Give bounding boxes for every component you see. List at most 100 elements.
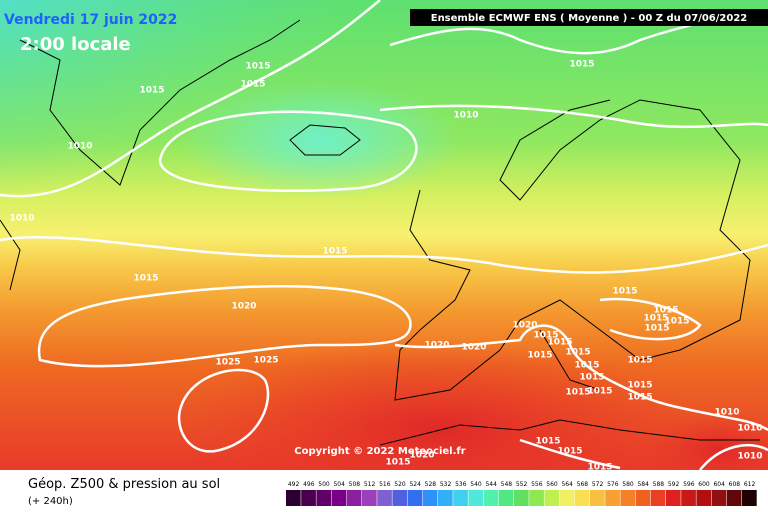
isobar-label: 1025 xyxy=(215,358,240,368)
isobar-label: 1015 xyxy=(385,458,410,468)
scale-label: 520 xyxy=(394,481,406,488)
isobar-label: 1020 xyxy=(461,343,486,353)
scale-label: 600 xyxy=(698,481,710,488)
scale-swatch xyxy=(666,490,681,506)
isobar-label: 1015 xyxy=(322,247,347,257)
scale-label: 568 xyxy=(577,481,589,488)
isobar-label: 1015 xyxy=(627,381,652,391)
model-banner xyxy=(410,9,768,26)
isobar-label: 1020 xyxy=(409,451,434,461)
scale-label: 544 xyxy=(485,481,497,488)
isobar-label: 1015 xyxy=(627,356,652,366)
scale-label: 500 xyxy=(318,481,330,488)
isobar-label: 1015 xyxy=(139,86,164,96)
isobar-label: 1010 xyxy=(714,408,739,418)
isobar-labels: 1015101510151010101010151010101510151020… xyxy=(9,60,762,473)
scale-swatch xyxy=(377,490,392,506)
scale-label: 596 xyxy=(683,481,695,488)
footer-title: Géop. Z500 & pression au sol xyxy=(28,477,220,492)
isobar-label: 1015 xyxy=(627,393,652,403)
isobar-label: 1015 xyxy=(574,361,599,371)
scale-label: 492 xyxy=(288,481,300,488)
isobar-label: 1015 xyxy=(664,317,689,327)
isobar-label: 1015 xyxy=(535,437,560,447)
isobar-label: 1010 xyxy=(737,452,762,462)
scale-swatch xyxy=(620,490,636,506)
copyright: Copyright © 2022 Meteociel.fr xyxy=(294,446,465,457)
scale-swatch xyxy=(331,490,347,506)
scale-label: 584 xyxy=(637,481,649,488)
isobar-label: 1015 xyxy=(643,314,668,324)
isobars xyxy=(0,0,768,470)
high-geopotential xyxy=(180,340,700,512)
model-run: Ensemble ECMWF ENS ( Moyenne ) - 00 Z du… xyxy=(431,13,748,24)
isobar-label: 1010 xyxy=(453,111,478,121)
scale-swatch xyxy=(301,490,316,506)
scale-label: 548 xyxy=(501,481,513,488)
scale-label: 576 xyxy=(607,481,619,488)
isobar-label: 1015 xyxy=(527,351,552,361)
isobar-label: 1015 xyxy=(644,324,669,334)
scale-swatch xyxy=(696,490,712,506)
scale-swatch xyxy=(711,490,727,506)
isobar-label: 1015 xyxy=(240,80,265,90)
isobar-label: 1015 xyxy=(653,306,678,316)
isobar-label: 1015 xyxy=(587,463,612,473)
scale-swatch xyxy=(514,490,529,506)
scale-swatch xyxy=(453,490,468,506)
scale-swatch xyxy=(590,490,605,506)
isobar-label: 1020 xyxy=(231,302,256,312)
valid-time: 2:00 locale xyxy=(20,34,131,55)
scale-label: 612 xyxy=(744,481,756,488)
scale-swatch xyxy=(483,490,499,506)
isobar-label: 1010 xyxy=(67,142,92,152)
scale-label: 580 xyxy=(622,481,634,488)
coastlines xyxy=(0,19,760,446)
isobar-label: 1015 xyxy=(565,388,590,398)
scale-swatch xyxy=(605,490,620,506)
scale-swatch xyxy=(438,490,453,506)
scale-swatch xyxy=(635,490,651,506)
scale-label: 524 xyxy=(409,481,421,488)
scale-swatch xyxy=(559,490,575,506)
isobar-label: 1015 xyxy=(569,60,594,70)
scale-label: 588 xyxy=(653,481,665,488)
isobar-label: 1010 xyxy=(737,424,762,434)
scale-swatch xyxy=(498,490,514,506)
isobar-label: 1025 xyxy=(253,356,278,366)
scale-label: 496 xyxy=(303,481,315,488)
scale-label: 528 xyxy=(425,481,437,488)
scale-swatch xyxy=(316,490,332,506)
scale-label: 556 xyxy=(531,481,543,488)
scale-label: 572 xyxy=(592,481,604,488)
scale-label: 536 xyxy=(455,481,467,488)
isobar-label: 1015 xyxy=(557,447,582,457)
scale-swatch xyxy=(362,490,377,506)
isobar-label: 1015 xyxy=(547,338,572,348)
scale-label: 512 xyxy=(364,481,376,488)
isobar-label: 1015 xyxy=(612,287,637,297)
scale-label: 532 xyxy=(440,481,452,488)
scale-swatch xyxy=(544,490,560,506)
isobar-label: 1015 xyxy=(133,274,158,284)
scale-label: 592 xyxy=(668,481,680,488)
isobar-label: 1015 xyxy=(245,62,270,72)
scale-label: 608 xyxy=(729,481,741,488)
scale-swatch xyxy=(681,490,696,506)
scale-label: 516 xyxy=(379,481,391,488)
scale-swatch xyxy=(392,490,408,506)
scale-swatch xyxy=(529,490,544,506)
scale-label: 564 xyxy=(561,481,573,488)
high-geopotential xyxy=(640,410,768,490)
isobar-label: 1015 xyxy=(565,348,590,358)
isobar-label: 1020 xyxy=(512,321,537,331)
scale-label: 604 xyxy=(713,481,725,488)
isobar-label: 1015 xyxy=(579,373,604,383)
isobar-label: 1010 xyxy=(9,214,34,224)
valid-date: Vendredi 17 juin 2022 xyxy=(4,12,177,28)
scale-label: 552 xyxy=(516,481,528,488)
scale-label: 504 xyxy=(333,481,345,488)
scale-swatch xyxy=(346,490,362,506)
